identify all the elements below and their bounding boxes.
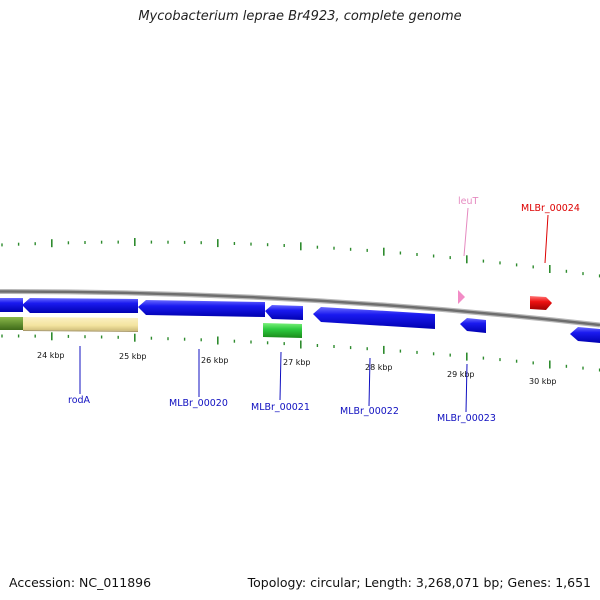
leader-mlbr-00021 <box>279 351 282 401</box>
leader-mlbr-00022 <box>368 357 371 407</box>
leader-leut <box>463 207 469 257</box>
leader-mlbr-00024 <box>544 214 549 264</box>
gene-label-mlbr-00023: MLBr_00023 <box>437 413 496 424</box>
gene-label-leut: leuT <box>458 196 479 207</box>
upper-tick-marks <box>1 238 600 278</box>
leader-mlbr-00023 <box>465 363 468 413</box>
gene-mlbr-00023 <box>460 318 486 333</box>
gene-blue-right <box>570 327 600 343</box>
gene-blue-c <box>265 305 303 320</box>
scale-label-24kbp: 24 kbp <box>37 351 65 360</box>
gene-mlbr-00024 <box>530 296 552 310</box>
scale-label-29kbp: 29 kbp <box>447 370 475 379</box>
scale-labels: 24 kbp 25 kbp 26 kbp 27 kbp 28 kbp 29 kb… <box>37 351 557 386</box>
gene-mlbr-00021 <box>263 323 302 338</box>
lower-tick-marks <box>1 332 600 372</box>
scale-label-27kbp: 27 kbp <box>283 358 311 367</box>
scale-label-28kbp: 28 kbp <box>365 363 393 372</box>
scale-label-25kbp: 25 kbp <box>119 352 147 361</box>
gene-blue-b <box>22 298 138 313</box>
gene-leader-lines <box>79 207 549 413</box>
gene-label-mlbr-00024: MLBr_00024 <box>521 203 580 214</box>
genome-title: Mycobacterium leprae Br4923, complete ge… <box>138 9 462 24</box>
genome-backbone-core <box>0 290 600 327</box>
genome-summary-text: Topology: circular; Length: 3,268,071 bp… <box>247 575 591 590</box>
gene-label-mlbr-00021: MLBr_00021 <box>251 402 310 413</box>
scale-label-30kbp: 30 kbp <box>529 377 557 386</box>
gene-label-mlbr-00020: MLBr_00020 <box>169 398 228 409</box>
feature-tan <box>23 317 138 331</box>
gene-leut <box>458 290 465 304</box>
gene-label-roda: rodA <box>68 395 91 406</box>
scale-label-26kbp: 26 kbp <box>201 356 229 365</box>
gene-blue-a <box>0 298 23 312</box>
feature-tan-shadow <box>22 330 139 332</box>
gene-label-mlbr-00022: MLBr_00022 <box>340 406 399 417</box>
feature-olive <box>0 317 23 330</box>
gene-mlbr-00022 <box>313 307 435 329</box>
gene-labels: rodA MLBr_00020 MLBr_00021 MLBr_00022 ML… <box>68 196 580 424</box>
accession-text: Accession: NC_011896 <box>9 575 152 590</box>
gene-mlbr-00020 <box>138 300 265 317</box>
